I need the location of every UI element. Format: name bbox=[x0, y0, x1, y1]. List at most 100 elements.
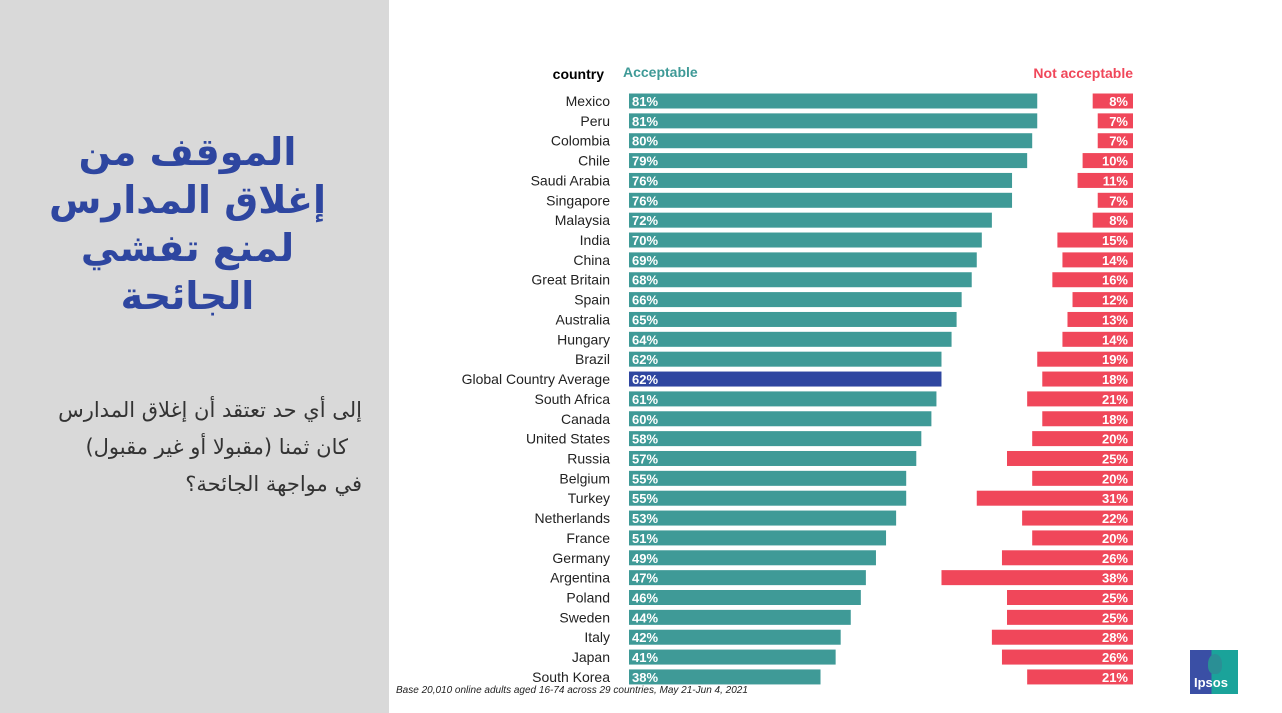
not-acceptable-value-label: 38% bbox=[1102, 571, 1128, 586]
acceptable-value-label: 80% bbox=[632, 134, 658, 149]
survey-question: إلى أي حد تعتقد أن إغلاق المدارس كان ثمن… bbox=[10, 392, 362, 503]
not-acceptable-value-label: 31% bbox=[1102, 491, 1128, 506]
not-acceptable-bar bbox=[1007, 590, 1133, 605]
acceptable-value-label: 53% bbox=[632, 511, 658, 526]
country-label: Sweden bbox=[559, 609, 610, 625]
country-label: Global Country Average bbox=[462, 371, 611, 387]
country-label: India bbox=[580, 232, 611, 248]
acceptable-bar bbox=[629, 371, 942, 387]
not-acceptable-bar bbox=[991, 629, 1133, 645]
not-acceptable-bar bbox=[1057, 232, 1133, 248]
question-line: كان ثمنا (مقبولا أو غير مقبول) bbox=[85, 435, 348, 459]
not-acceptable-bar bbox=[1001, 649, 1133, 665]
title-line: الموقف من bbox=[78, 130, 297, 174]
acceptable-value-label: 47% bbox=[632, 571, 658, 586]
acceptable-bar bbox=[629, 252, 977, 268]
not-acceptable-value-label: 14% bbox=[1102, 332, 1128, 347]
acceptable-value-label: 51% bbox=[632, 531, 658, 546]
country-label: Colombia bbox=[551, 133, 610, 149]
acceptable-value-label: 62% bbox=[632, 372, 658, 387]
not-acceptable-value-label: 7% bbox=[1109, 114, 1128, 129]
not-acceptable-bar bbox=[1032, 431, 1133, 447]
acceptable-bar bbox=[629, 331, 952, 347]
not-acceptable-bar bbox=[1007, 450, 1133, 466]
not-acceptable-bar bbox=[1007, 609, 1133, 625]
not-acceptable-bar bbox=[1052, 272, 1133, 288]
acceptable-value-label: 66% bbox=[632, 293, 658, 308]
not-acceptable-bar bbox=[976, 490, 1133, 506]
acceptable-bar bbox=[629, 232, 982, 248]
not-acceptable-value-label: 25% bbox=[1102, 610, 1128, 625]
not-acceptable-bar bbox=[1062, 252, 1133, 268]
country-label: Australia bbox=[556, 311, 611, 327]
acceptable-value-label: 69% bbox=[632, 253, 658, 268]
not-acceptable-bar bbox=[1082, 153, 1133, 169]
acceptable-value-label: 42% bbox=[632, 630, 658, 645]
acceptable-value-label: 62% bbox=[632, 352, 658, 367]
acceptable-bar bbox=[629, 669, 821, 685]
acceptable-value-label: 38% bbox=[632, 670, 658, 685]
acceptable-value-label: 68% bbox=[632, 273, 658, 288]
not-acceptable-bar bbox=[1032, 530, 1133, 546]
not-acceptable-value-label: 15% bbox=[1102, 233, 1128, 248]
acceptable-bar bbox=[629, 133, 1033, 149]
country-label: Poland bbox=[566, 590, 610, 606]
not-acceptable-bar bbox=[1062, 331, 1133, 347]
country-label: South Africa bbox=[535, 391, 611, 407]
acceptable-bar bbox=[629, 192, 1013, 208]
country-label: Saudi Arabia bbox=[531, 172, 611, 188]
acceptable-bar bbox=[629, 411, 932, 427]
acceptable-value-label: 60% bbox=[632, 412, 658, 427]
country-label: Malaysia bbox=[555, 212, 610, 228]
not-acceptable-bar bbox=[941, 570, 1133, 586]
country-label: Netherlands bbox=[535, 510, 611, 526]
country-label: Belgium bbox=[559, 470, 610, 486]
not-acceptable-value-label: 20% bbox=[1102, 531, 1128, 546]
country-label: Turkey bbox=[568, 490, 610, 506]
legend-acceptable: Acceptable bbox=[623, 64, 698, 80]
country-label: Russia bbox=[567, 450, 610, 466]
left-panel: الموقف من إغلاق المدارس لمنع تفشي الجائح… bbox=[0, 0, 389, 713]
acceptable-bar bbox=[629, 649, 836, 665]
head-silhouette-icon bbox=[1208, 654, 1222, 674]
country-label: Spain bbox=[574, 292, 610, 308]
acceptable-bar bbox=[629, 570, 866, 586]
acceptable-bar bbox=[629, 609, 851, 625]
acceptable-bar bbox=[629, 113, 1038, 129]
acceptable-value-label: 70% bbox=[632, 233, 658, 248]
not-acceptable-bar bbox=[1092, 93, 1133, 109]
not-acceptable-value-label: 25% bbox=[1102, 451, 1128, 466]
country-label: Canada bbox=[561, 411, 610, 427]
question-line: إلى أي حد تعتقد أن إغلاق المدارس bbox=[58, 398, 362, 422]
not-acceptable-bar bbox=[1042, 371, 1133, 387]
title-line: لمنع تفشي الجائحة bbox=[80, 226, 295, 318]
country-label: France bbox=[566, 530, 610, 546]
not-acceptable-value-label: 10% bbox=[1102, 154, 1128, 169]
not-acceptable-value-label: 8% bbox=[1109, 213, 1128, 228]
acceptable-value-label: 55% bbox=[632, 471, 658, 486]
acceptable-value-label: 44% bbox=[632, 610, 658, 625]
acceptable-bar bbox=[629, 470, 907, 486]
acceptable-bar bbox=[629, 450, 917, 466]
acceptable-value-label: 81% bbox=[632, 94, 658, 109]
acceptable-value-label: 41% bbox=[632, 650, 658, 665]
country-label: South Korea bbox=[532, 669, 610, 685]
not-acceptable-bar bbox=[1067, 311, 1133, 327]
not-acceptable-value-label: 7% bbox=[1109, 134, 1128, 149]
acceptable-value-label: 61% bbox=[632, 392, 658, 407]
acceptable-value-label: 58% bbox=[632, 432, 658, 447]
country-label: United States bbox=[526, 431, 610, 447]
not-acceptable-value-label: 25% bbox=[1102, 591, 1128, 606]
acceptable-bar bbox=[629, 530, 887, 546]
country-label: Singapore bbox=[546, 192, 610, 208]
not-acceptable-value-label: 18% bbox=[1102, 412, 1128, 427]
country-label: Brazil bbox=[575, 351, 610, 367]
not-acceptable-bar bbox=[1001, 550, 1133, 566]
not-acceptable-value-label: 13% bbox=[1102, 312, 1128, 327]
country-label: Hungary bbox=[557, 331, 610, 347]
acceptable-bar bbox=[629, 550, 876, 566]
acceptable-value-label: 64% bbox=[632, 332, 658, 347]
acceptable-value-label: 46% bbox=[632, 591, 658, 606]
not-acceptable-value-label: 26% bbox=[1102, 650, 1128, 665]
